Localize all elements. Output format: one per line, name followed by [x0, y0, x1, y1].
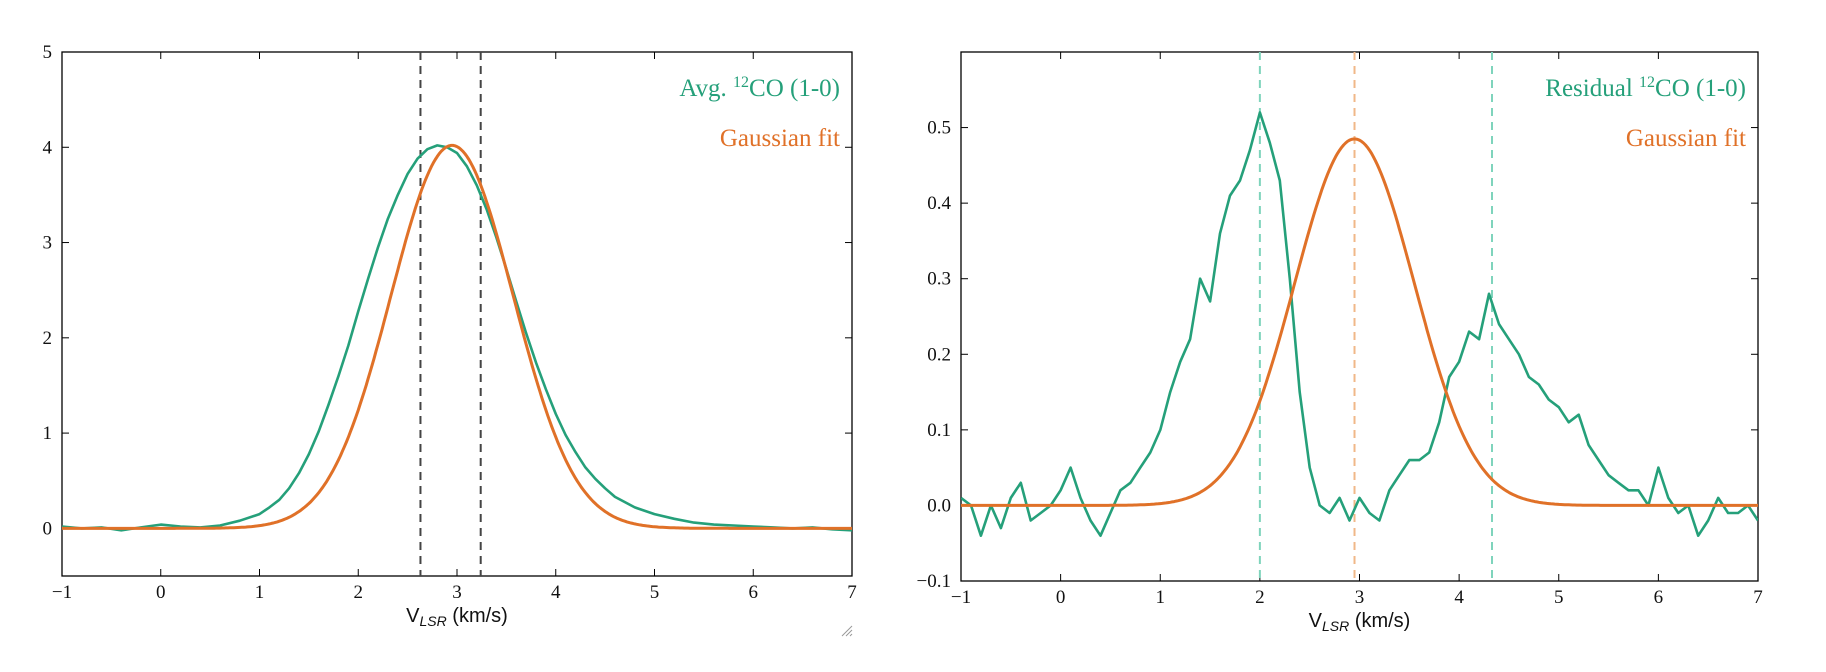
legend-text-prefix: Residual: [1545, 75, 1639, 102]
x-tick-label: −1: [951, 587, 971, 608]
y-tick-label: 4: [43, 137, 53, 158]
legend-text-prefix: Avg.: [679, 75, 733, 102]
gaussian-fit-line: [961, 137, 1758, 507]
x-tick-label: 0: [156, 582, 166, 603]
x-tick-label: 6: [1654, 587, 1664, 608]
legend-text-superscript: 12: [1639, 74, 1655, 91]
y-tick-label: 2: [43, 328, 53, 349]
x-axis-title-subscript: LSR: [1322, 618, 1349, 634]
x-tick-label: 5: [650, 582, 660, 603]
legend-text-prefix: Gaussian fit: [1626, 125, 1746, 152]
resize-grip-icon: [841, 625, 853, 637]
x-tick-label: 5: [1554, 587, 1564, 608]
x-tick-label: 4: [551, 582, 561, 603]
y-tick-label: 0.4: [927, 193, 951, 214]
legend-text-suffix: CO (1-0): [1655, 75, 1746, 102]
y-tick-label: 3: [43, 233, 53, 254]
x-tick-label: 1: [255, 582, 265, 603]
x-axis-title-unit: (km/s): [1349, 610, 1410, 632]
legend-text-suffix: CO (1-0): [749, 75, 840, 102]
x-tick-label: 4: [1454, 587, 1464, 608]
y-tick-label: 0.1: [927, 420, 951, 441]
x-tick-label: 2: [1255, 587, 1265, 608]
x-tick-label: 6: [749, 582, 759, 603]
legend-text-prefix: Gaussian fit: [720, 125, 840, 152]
y-tick-label: 0.5: [927, 118, 951, 139]
legend-entry-0: Avg. 12CO (1-0): [679, 74, 840, 102]
y-tick-label: 0.0: [927, 495, 951, 516]
x-tick-label: 7: [1753, 587, 1763, 608]
spectrum-line: [62, 144, 852, 532]
y-tick-label: 1: [43, 423, 53, 444]
y-tick-label: 5: [43, 42, 53, 63]
legend-entry-1: Gaussian fit: [720, 125, 840, 152]
x-axis-title-main: V: [406, 605, 420, 627]
spectrum-line: [961, 111, 1758, 537]
x-tick-label: 0: [1056, 587, 1066, 608]
x-tick-label: −1: [52, 582, 72, 603]
x-tick-label: 3: [452, 582, 462, 603]
y-tick-label: 0: [43, 518, 53, 539]
gaussian-fit-line: [62, 143, 852, 530]
legend-text-superscript: 12: [733, 74, 749, 91]
x-axis-title: VLSR (km/s): [406, 605, 508, 629]
legend-entry-1: Gaussian fit: [1626, 125, 1746, 152]
x-tick-label: 2: [354, 582, 364, 603]
x-axis-title-main: V: [1309, 610, 1323, 632]
x-axis-title-unit: (km/s): [447, 605, 508, 627]
y-tick-label: 0.3: [927, 269, 951, 290]
x-tick-label: 7: [847, 582, 857, 603]
x-axis-title: VLSR (km/s): [1309, 610, 1411, 634]
y-tick-label: 0.2: [927, 344, 951, 365]
x-tick-label: 3: [1355, 587, 1365, 608]
x-tick-label: 1: [1156, 587, 1166, 608]
x-axis-title-subscript: LSR: [420, 613, 447, 629]
y-tick-label: −0.1: [917, 571, 951, 592]
legend-entry-0: Residual 12CO (1-0): [1545, 74, 1746, 102]
